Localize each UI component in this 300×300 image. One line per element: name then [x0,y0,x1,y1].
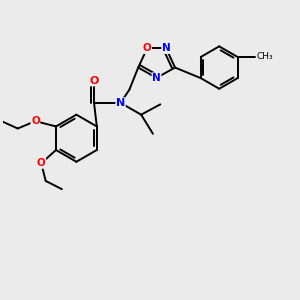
Text: N: N [162,44,171,53]
Text: O: O [89,76,99,86]
Text: O: O [37,158,46,168]
Text: O: O [143,44,152,53]
Text: N: N [116,98,125,108]
Text: O: O [31,116,40,126]
Text: CH₃: CH₃ [257,52,273,62]
Text: N: N [152,73,161,83]
